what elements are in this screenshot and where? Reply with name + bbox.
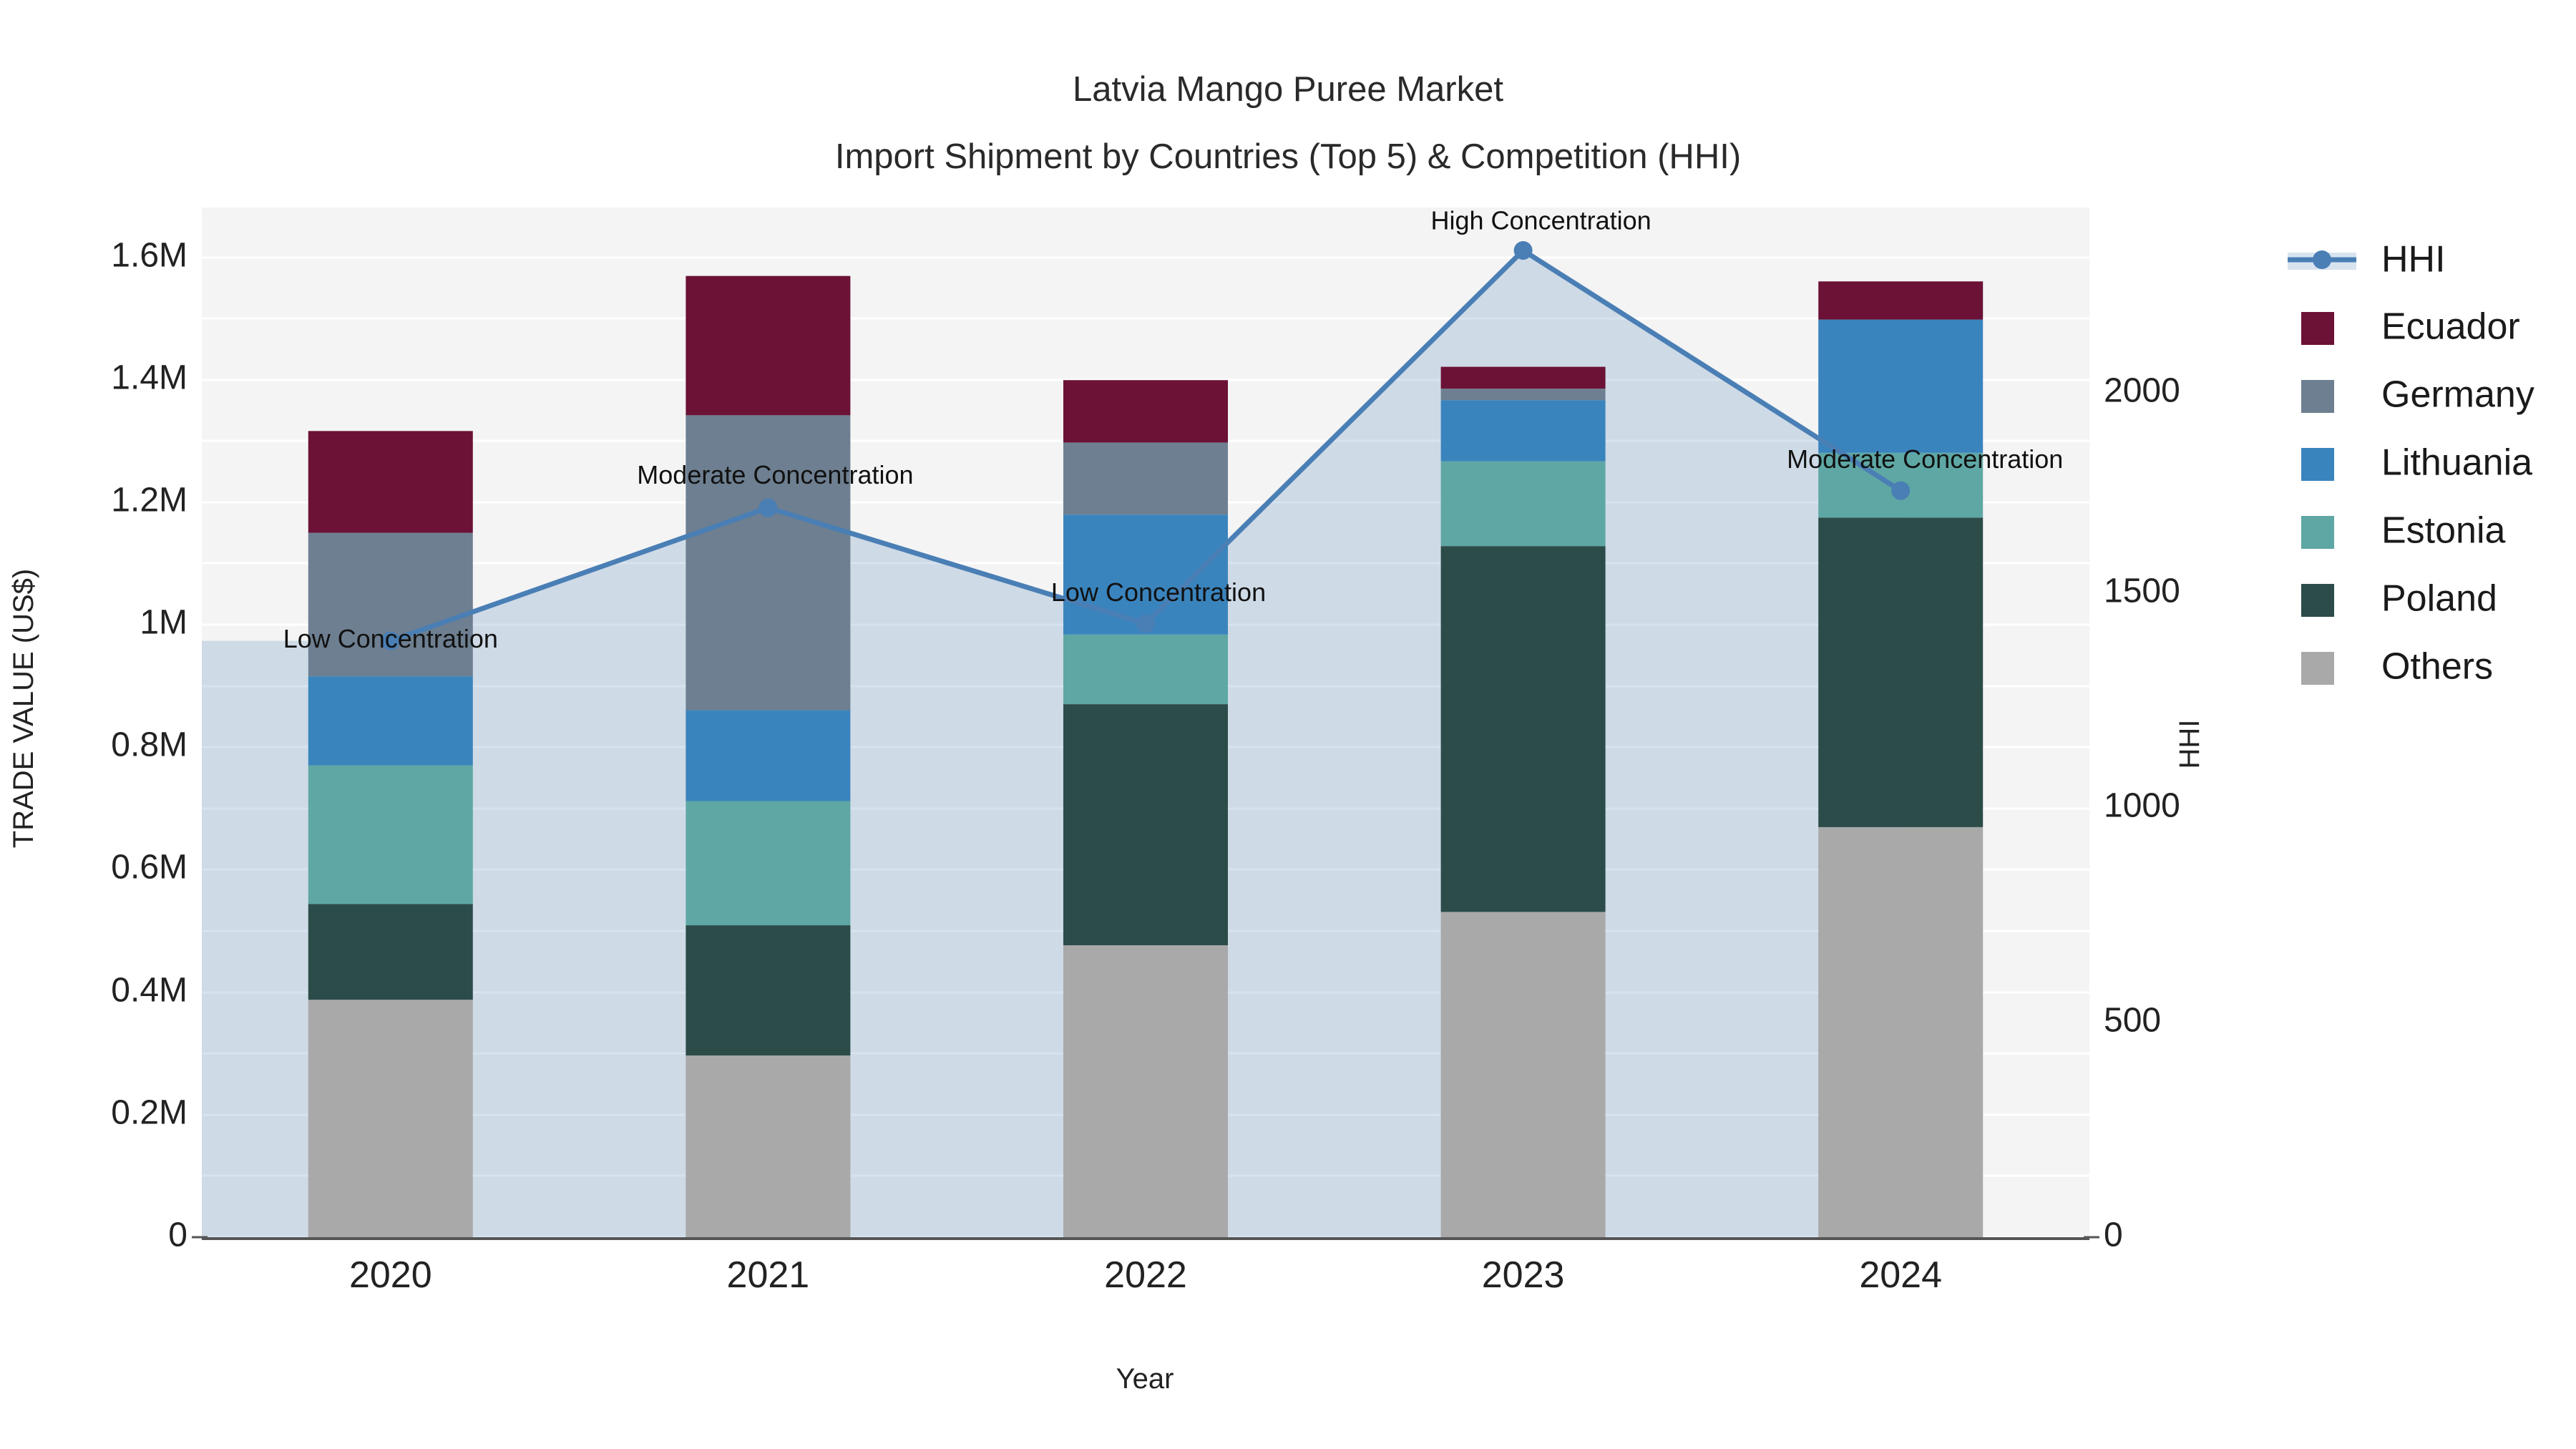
- y-tick-right-500: 500: [2104, 1002, 2161, 1040]
- y-tick-left-1-4m: 1.4M: [111, 359, 187, 397]
- legend-label-poland: Poland: [2381, 578, 2497, 620]
- bar-group-2022[interactable]: [1063, 380, 1228, 1237]
- x-tick-2023: 2023: [1482, 1254, 1565, 1296]
- y-axis-left-title: TRADE VALUE (US$): [8, 569, 39, 848]
- bar-segment-ecuador-2023[interactable]: [1440, 366, 1606, 389]
- bar-segment-ecuador-2024[interactable]: [1818, 281, 1984, 320]
- legend-label-estonia: Estonia: [2381, 510, 2506, 552]
- annotation-2022: Low Concentration: [1051, 577, 1266, 607]
- chart-title-line-2: Import Shipment by Countries (Top 5) & C…: [835, 137, 1741, 176]
- bar-group-2020[interactable]: [308, 431, 473, 1237]
- bar-segment-estonia-2022[interactable]: [1063, 634, 1228, 705]
- bars-layer: [308, 275, 1984, 1237]
- y-tick-right-2000: 2000: [2104, 372, 2180, 410]
- bar-segment-poland-2024[interactable]: [1818, 517, 1984, 827]
- x-axis-ticks: 2020 2021 2022 2023 2024: [349, 1254, 1942, 1296]
- legend-label-hhi: HHI: [2381, 239, 2446, 280]
- legend-swatch-others: [2301, 652, 2334, 685]
- bar-segment-germany-2021[interactable]: [686, 415, 851, 711]
- legend-swatch-ecuador: [2301, 312, 2334, 345]
- legend-swatch-germany: [2301, 380, 2334, 413]
- hhi-marker-2024[interactable]: [1891, 481, 1911, 500]
- bar-segment-ecuador-2020[interactable]: [308, 431, 473, 533]
- bar-segment-germany-2022[interactable]: [1063, 442, 1228, 515]
- y-tick-left-0-4m: 0.4M: [111, 972, 187, 1010]
- hhi-marker-2022[interactable]: [1136, 614, 1155, 633]
- y-tick-left-1m: 1M: [140, 604, 187, 642]
- bar-segment-others-2024[interactable]: [1818, 826, 1984, 1237]
- x-tick-2020: 2020: [349, 1254, 432, 1296]
- bar-segment-poland-2021[interactable]: [686, 925, 851, 1056]
- chart-title-line-1: Latvia Mango Puree Market: [1073, 70, 1503, 109]
- annotation-2023: High Concentration: [1431, 205, 1652, 235]
- bar-segment-others-2022[interactable]: [1063, 945, 1228, 1237]
- bar-segment-germany-2020[interactable]: [308, 532, 473, 677]
- bar-segment-others-2021[interactable]: [686, 1055, 851, 1237]
- legend-item-ecuador[interactable]: Ecuador: [2301, 306, 2520, 348]
- y-tick-right-1000: 1000: [2104, 787, 2180, 825]
- legend-item-poland[interactable]: Poland: [2301, 578, 2497, 620]
- hhi-markers-group[interactable]: [381, 240, 1911, 650]
- bar-segment-poland-2020[interactable]: [308, 904, 473, 1000]
- legend-swatch-hhi-marker: [2313, 250, 2331, 269]
- bar-segment-ecuador-2021[interactable]: [686, 275, 851, 416]
- annotation-2021: Moderate Concentration: [637, 460, 913, 489]
- bar-segment-germany-2023[interactable]: [1440, 389, 1606, 401]
- y-tick-left-0-2m: 0.2M: [111, 1094, 187, 1132]
- y-tick-left-0-6m: 0.6M: [111, 849, 187, 887]
- bar-group-2024[interactable]: [1818, 281, 1984, 1237]
- legend: HHI Ecuador Germany Lithuania Estonia Po…: [2288, 239, 2534, 688]
- y-tick-left-1-2m: 1.2M: [111, 482, 187, 519]
- y-tick-left-1-6m: 1.6M: [111, 237, 187, 275]
- hhi-marker-2020[interactable]: [381, 631, 400, 650]
- legend-swatch-estonia: [2301, 516, 2334, 549]
- y-tick-left-0-8m: 0.8M: [111, 726, 187, 764]
- legend-label-others: Others: [2381, 646, 2493, 688]
- legend-label-lithuania: Lithuania: [2381, 442, 2532, 484]
- bar-segment-lithuania-2024[interactable]: [1818, 319, 1984, 453]
- bar-segment-poland-2023[interactable]: [1440, 546, 1606, 912]
- bar-segment-estonia-2021[interactable]: [686, 801, 851, 926]
- bar-segment-poland-2022[interactable]: [1063, 704, 1228, 946]
- legend-swatch-poland: [2301, 584, 2334, 617]
- x-tick-2022: 2022: [1104, 1254, 1187, 1296]
- hhi-marker-2023[interactable]: [1513, 240, 1533, 260]
- y-axis-right-title: HHI: [2174, 720, 2205, 769]
- annotation-2020: Low Concentration: [283, 624, 498, 653]
- legend-swatch-lithuania: [2301, 448, 2334, 481]
- y-axis-right: 0 500 1000 1500 2000: [2084, 372, 2180, 1254]
- y-tick-left-0: 0: [168, 1216, 187, 1254]
- x-axis-title: Year: [1116, 1363, 1174, 1395]
- bar-segment-estonia-2020[interactable]: [308, 765, 473, 904]
- bar-segment-ecuador-2022[interactable]: [1063, 380, 1228, 443]
- x-tick-2024: 2024: [1859, 1254, 1942, 1296]
- legend-item-germany[interactable]: Germany: [2301, 374, 2534, 416]
- legend-label-germany: Germany: [2381, 374, 2534, 416]
- bar-group-2021[interactable]: [686, 275, 851, 1237]
- bar-segment-lithuania-2023[interactable]: [1440, 400, 1606, 462]
- legend-label-ecuador: Ecuador: [2381, 306, 2520, 348]
- y-tick-right-1500: 1500: [2104, 572, 2180, 610]
- legend-item-hhi[interactable]: HHI: [2288, 239, 2446, 280]
- x-tick-2021: 2021: [727, 1254, 810, 1296]
- legend-item-lithuania[interactable]: Lithuania: [2301, 442, 2532, 484]
- hhi-marker-2021[interactable]: [758, 498, 778, 517]
- y-axis-left: 0 0.2M 0.4M 0.6M 0.8M 1M 1.2M 1.4M 1.6M: [111, 237, 208, 1254]
- bar-segment-lithuania-2020[interactable]: [308, 676, 473, 766]
- legend-item-estonia[interactable]: Estonia: [2301, 510, 2506, 552]
- legend-item-others[interactable]: Others: [2301, 646, 2493, 688]
- bar-segment-lithuania-2021[interactable]: [686, 710, 851, 801]
- y-tick-right-0: 0: [2104, 1216, 2123, 1254]
- bar-segment-others-2023[interactable]: [1440, 912, 1606, 1237]
- bar-segment-others-2020[interactable]: [308, 1000, 473, 1237]
- bar-group-2023[interactable]: [1440, 366, 1606, 1237]
- annotation-2024: Moderate Concentration: [1787, 444, 2063, 474]
- bar-segment-estonia-2023[interactable]: [1440, 461, 1606, 547]
